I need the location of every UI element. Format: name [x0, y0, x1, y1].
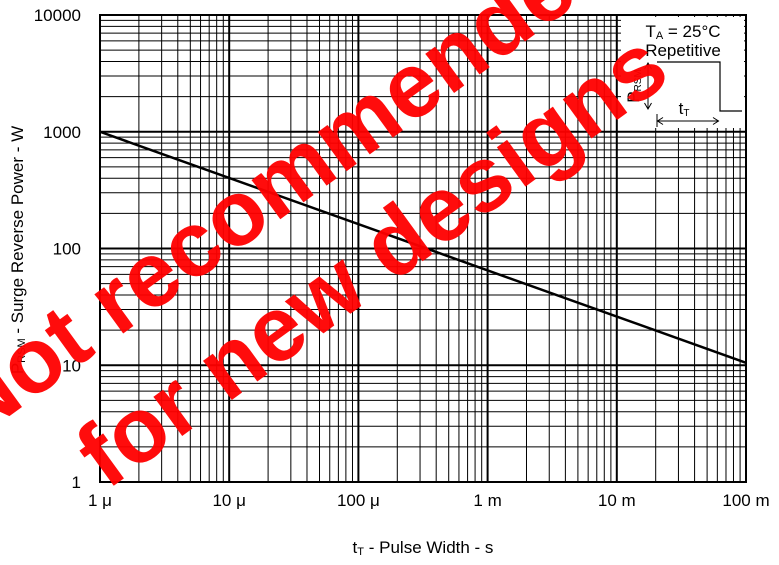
series-layer	[99, 130, 747, 364]
x-tick-label: 100 μ	[337, 491, 380, 510]
x-tick-label: 100 m	[722, 491, 769, 510]
y-tick-label: 1	[72, 473, 81, 492]
y-tick-label: 1000	[43, 123, 81, 142]
pulse-width-arrow	[656, 114, 720, 127]
series-line-1	[99, 130, 747, 364]
y-tick-label: 10	[62, 356, 81, 375]
y-axis-label: PRSM - Surge Reverse Power - W	[8, 126, 28, 374]
pulse-width-label: tT	[679, 99, 690, 119]
annotation-temperature: TA = 25°C	[645, 22, 720, 42]
x-axis-label: tT - Pulse Width - s	[353, 538, 494, 558]
x-tick-label: 1 μ	[88, 491, 112, 510]
x-tick-label: 10 μ	[212, 491, 245, 510]
pulse-height-arrow	[644, 62, 652, 110]
x-tick-labels: 1 μ 10 μ 100 μ 1 m 10 m 100 m	[88, 491, 770, 510]
x-tick-label: 10 m	[598, 491, 636, 510]
y-tick-label: 100	[53, 240, 81, 259]
pulse-annotation: TA = 25°C Repetitive PRSM tT	[621, 17, 744, 128]
pulse-waveform	[657, 61, 742, 112]
annotation-box	[621, 17, 744, 128]
x-tick-label: 1 m	[473, 491, 501, 510]
pulse-height-label: PRSM	[624, 69, 644, 103]
y-tick-label: 10000	[34, 6, 81, 25]
plot-frame	[99, 14, 747, 483]
annotation-repetitive: Repetitive	[645, 41, 721, 60]
grid-lines	[99, 15, 746, 483]
y-tick-labels: 1 10 100 1000 10000	[34, 6, 81, 492]
